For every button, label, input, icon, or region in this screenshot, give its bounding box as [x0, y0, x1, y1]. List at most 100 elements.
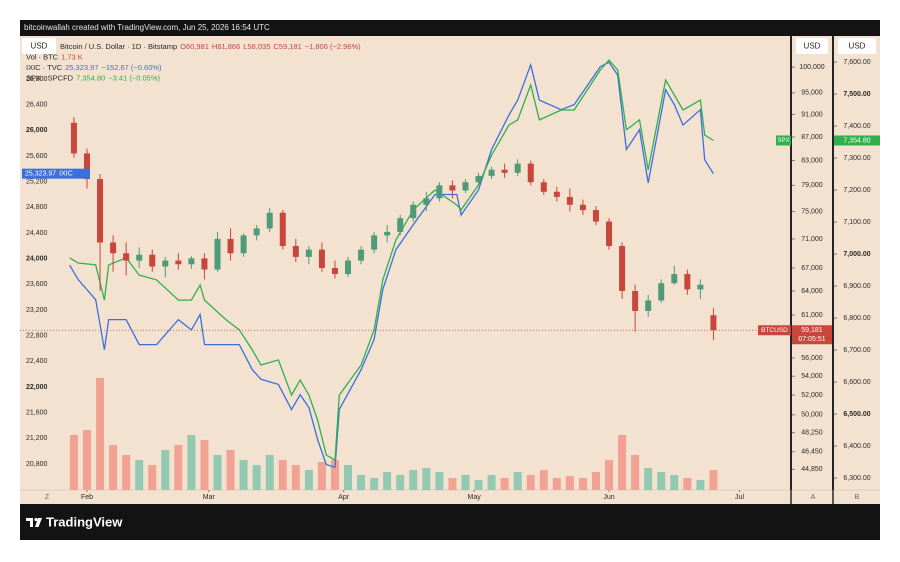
- volume-bar: [187, 434, 196, 490]
- last-value: 25,323.97 IXIC: [25, 171, 73, 178]
- y-tick-label: 6,800.00: [843, 315, 870, 322]
- volume-bar: [226, 450, 235, 490]
- candle-body: [240, 235, 247, 254]
- series-tag: IXIC: [59, 171, 73, 178]
- candle-body: [592, 210, 599, 222]
- y-tick-label: 7,600.00: [843, 59, 870, 66]
- y-tick-label: 71,000: [801, 236, 823, 243]
- y-tick-label: 75,000: [801, 208, 823, 215]
- y-tick-label: 22,000: [26, 384, 48, 391]
- btc-scale: [792, 36, 832, 490]
- candle-body: [527, 163, 534, 183]
- y-tick-label: 100,000: [799, 64, 824, 71]
- volume-bar: [709, 470, 718, 490]
- y-tick-label: 25,600: [26, 153, 48, 160]
- y-tick-label: 22,800: [26, 332, 48, 339]
- y-tick-label: 67,000: [801, 265, 823, 272]
- legend-value: −152.67 (−0.60%): [102, 63, 163, 72]
- y-tick-label: 21,600: [26, 410, 48, 417]
- last-price-box: [792, 325, 832, 345]
- series-tag: SPX: [777, 138, 789, 144]
- legend-value: L58,035: [243, 42, 270, 51]
- candle-body: [110, 242, 117, 254]
- legend-value: −3.41 (−0.05%): [108, 73, 160, 82]
- last-price: 59,181: [801, 327, 823, 334]
- candle-body: [397, 218, 404, 232]
- y-tick-label: 44,850: [801, 466, 823, 473]
- series-line: [69, 61, 714, 469]
- volume-bar: [96, 378, 105, 490]
- candle-body: [188, 258, 195, 265]
- candle-body: [606, 221, 613, 247]
- y-tick-label: 56,000: [801, 355, 823, 362]
- volume-bar: [174, 445, 183, 490]
- y-tick-label: 7,400.00: [843, 123, 870, 130]
- candle-body: [436, 185, 443, 199]
- x-tick-label: Jun: [603, 494, 614, 501]
- x-tick-label: May: [468, 494, 482, 501]
- volume-bar: [291, 465, 300, 490]
- y-tick-label: 64,000: [801, 288, 823, 295]
- volume-bar: [239, 459, 248, 490]
- volume-bar: [370, 477, 379, 490]
- candle-body: [70, 122, 77, 154]
- overlay-layer: Feb Mar Apr May Jun Jul USD USD USD Z A B Bitcoin / …: [20, 38, 880, 501]
- y-tick-label: 23,200: [26, 307, 48, 314]
- y-tick-label: 46,450: [801, 449, 823, 456]
- y-tick-label: 7,000.00: [843, 251, 870, 258]
- volume-bar: [148, 465, 157, 490]
- legend-row: Bitcoin / U.S. Dollar · 1D · Bitstamp O60…: [60, 42, 361, 51]
- y-tick-label: 24,000: [26, 255, 48, 262]
- volume-bar: [213, 454, 222, 490]
- y-tick-label: 91,000: [801, 111, 823, 118]
- y-tick-label: 24,400: [26, 230, 48, 237]
- volume-bar: [683, 477, 692, 490]
- volume-bar: [69, 434, 78, 490]
- volume-bar: [526, 474, 535, 490]
- legend-label: IXIC · TVC: [26, 63, 63, 72]
- volume-bar: [200, 439, 209, 490]
- legend-value: C59,181: [273, 42, 301, 51]
- legend-label: Vol · BTC: [26, 52, 59, 61]
- y-tick-label: 6,700.00: [843, 347, 870, 354]
- volume-bar: [631, 454, 640, 490]
- series-line: [69, 59, 714, 462]
- volume-bar: [422, 468, 431, 490]
- x-tick-label: Apr: [338, 494, 350, 501]
- volume-bar: [278, 459, 287, 490]
- candle-body: [488, 169, 495, 176]
- candle-body: [345, 260, 352, 275]
- volume-bar: [513, 471, 522, 490]
- y-tick-label: 7,100.00: [843, 219, 870, 226]
- candle-body: [632, 290, 639, 311]
- volume-bar: [82, 430, 91, 490]
- candle-body: [149, 254, 156, 267]
- volume-bar: [304, 470, 313, 490]
- candle-body: [384, 231, 391, 236]
- candle-body: [305, 249, 312, 257]
- candle-body: [423, 198, 430, 205]
- spx-scale: [834, 36, 880, 490]
- volume-bar: [539, 470, 548, 490]
- candle-body: [227, 238, 234, 254]
- volume-bar: [396, 474, 405, 490]
- candle-body: [175, 260, 182, 265]
- volume-bar: [135, 459, 144, 490]
- time-axis: [20, 490, 880, 504]
- candle-body: [501, 169, 508, 173]
- logo-icon: [26, 517, 42, 527]
- candle-body: [358, 249, 365, 261]
- legend-label: SPX · SPCFD: [26, 73, 74, 82]
- candle-body: [566, 196, 573, 205]
- y-tick-label: 21,200: [26, 435, 48, 442]
- x-tick-label: Feb: [81, 494, 93, 501]
- candle-body: [710, 315, 717, 331]
- candle-body: [553, 191, 560, 197]
- scale-header: USD: [804, 42, 821, 51]
- last-value: 7,354.80: [843, 137, 870, 144]
- scale-header: USD: [31, 42, 48, 51]
- volume-bar: [330, 459, 339, 490]
- candle-body: [83, 153, 90, 180]
- candle-body: [514, 163, 521, 173]
- legend-value: 25,323.97: [65, 63, 98, 72]
